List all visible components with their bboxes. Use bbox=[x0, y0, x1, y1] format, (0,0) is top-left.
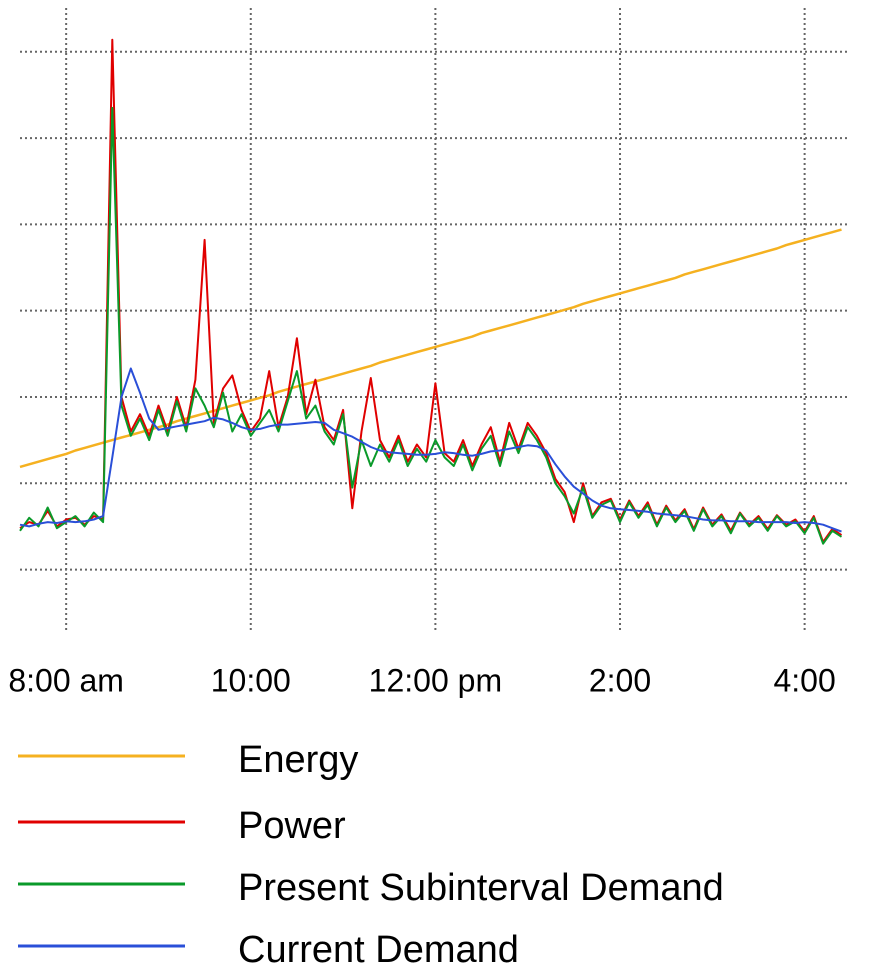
legend-label: Power bbox=[238, 805, 346, 847]
legend-label: Current Demand bbox=[238, 929, 519, 971]
x-tick-label: 8:00 am bbox=[8, 662, 124, 698]
series-line bbox=[19, 38, 843, 543]
x-tick-label: 10:00 bbox=[211, 662, 291, 698]
x-tick-label: 2:00 bbox=[589, 662, 651, 698]
series-line bbox=[19, 367, 842, 533]
series-line bbox=[19, 106, 843, 545]
x-tick-label: 12:00 pm bbox=[369, 662, 502, 698]
series-line bbox=[19, 228, 842, 469]
x-tick-label: 4:00 bbox=[773, 662, 835, 698]
legend-label: Present Subinterval Demand bbox=[238, 867, 724, 909]
legend-label: Energy bbox=[238, 739, 358, 781]
